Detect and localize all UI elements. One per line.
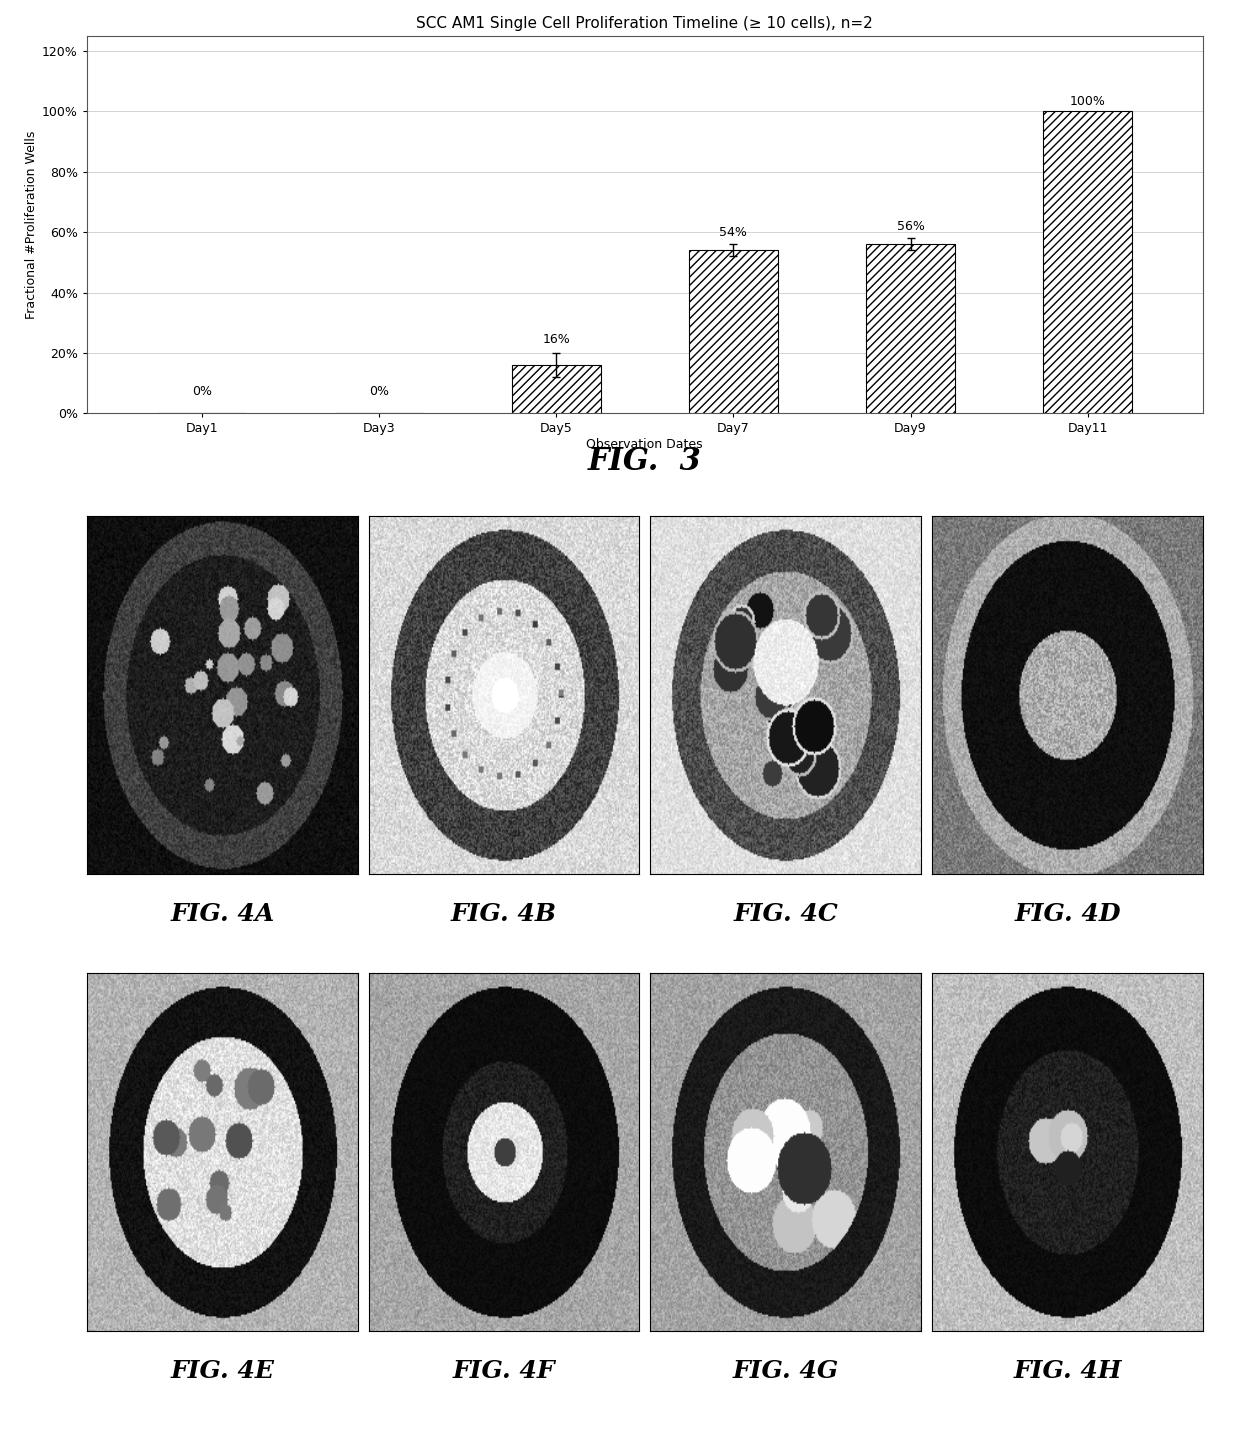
Text: 54%: 54%	[719, 227, 748, 240]
Text: FIG. 4G: FIG. 4G	[733, 1359, 838, 1383]
Text: FIG. 4A: FIG. 4A	[170, 903, 274, 926]
Text: FIG. 4E: FIG. 4E	[170, 1359, 274, 1383]
X-axis label: Observation Dates: Observation Dates	[587, 438, 703, 451]
Text: 0%: 0%	[370, 386, 389, 399]
Text: 100%: 100%	[1070, 95, 1106, 108]
Y-axis label: Fractional #Proliferation Wells: Fractional #Proliferation Wells	[25, 131, 37, 319]
Text: FIG. 4B: FIG. 4B	[451, 903, 557, 926]
Bar	[1043, 112, 1132, 413]
Bar	[867, 244, 955, 413]
Text: FIG. 4H: FIG. 4H	[1013, 1359, 1122, 1383]
Text: FIG. 4C: FIG. 4C	[733, 903, 838, 926]
Text: FIG. 4D: FIG. 4D	[1014, 903, 1121, 926]
Text: FIG. 4F: FIG. 4F	[453, 1359, 556, 1383]
Text: FIG.  3: FIG. 3	[588, 446, 702, 476]
Bar	[512, 364, 600, 413]
Text: 56%: 56%	[897, 221, 925, 234]
Text: 0%: 0%	[192, 386, 212, 399]
Title: SCC AM1 Single Cell Proliferation Timeline (≥ 10 cells), n=2: SCC AM1 Single Cell Proliferation Timeli…	[417, 16, 873, 30]
Text: 16%: 16%	[542, 333, 570, 346]
Bar	[689, 250, 777, 413]
